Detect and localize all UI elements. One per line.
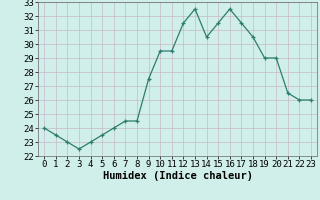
X-axis label: Humidex (Indice chaleur): Humidex (Indice chaleur) bbox=[103, 171, 252, 181]
